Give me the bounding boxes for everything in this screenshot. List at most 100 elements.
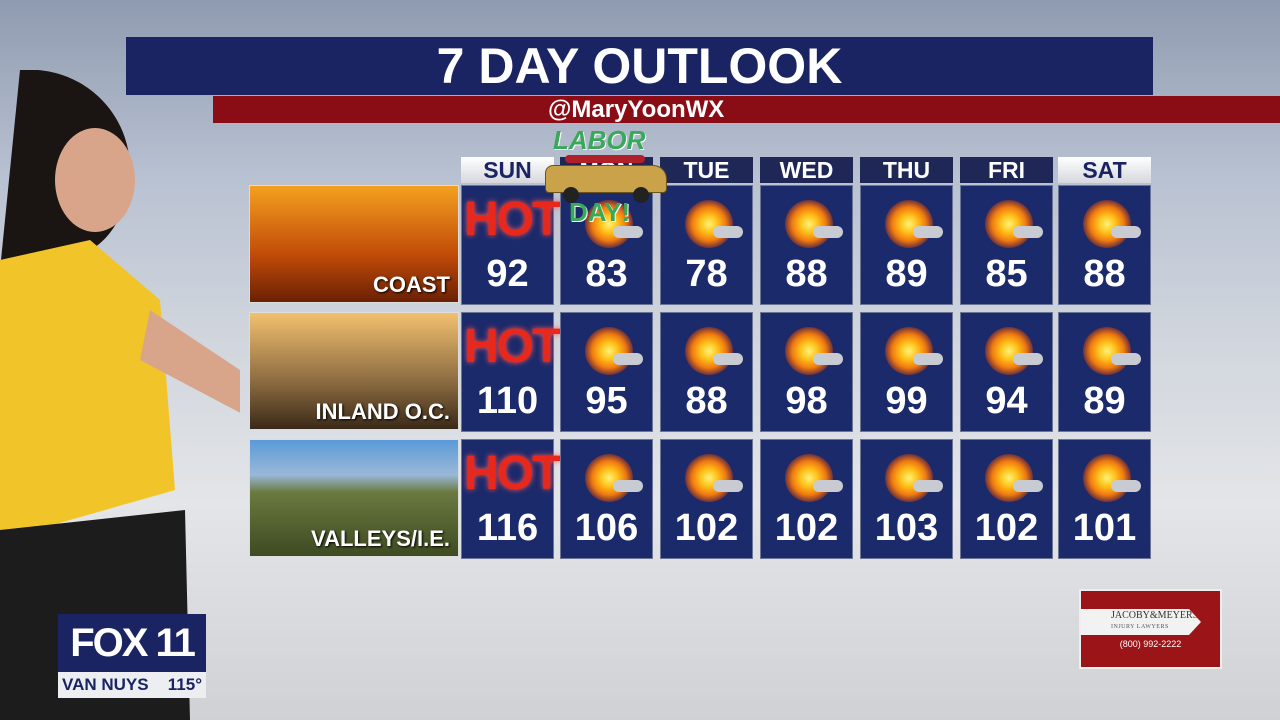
forecast-cell: 102: [960, 439, 1053, 559]
cloud-icon: [613, 226, 643, 238]
labor-text: LABOR: [553, 125, 646, 155]
cloud-icon: [913, 226, 943, 238]
cloud-icon: [613, 480, 643, 492]
ad-brand: JACOBY&MEYERS: [1111, 610, 1199, 621]
temperature: 106: [574, 507, 639, 549]
forecast-cell: 102: [660, 439, 753, 559]
sponsor-ad: JACOBY&MEYERS INJURY LAWYERS (800) 992-2…: [1079, 589, 1222, 669]
sun-icon: [985, 327, 1033, 375]
forecast-cell: HOT 116: [461, 439, 561, 559]
ad-phone: (800) 992-2222: [1119, 639, 1182, 649]
forecast-cell: HOT 92: [461, 185, 561, 305]
forecast-cell: 95: [560, 312, 653, 432]
day-header-sun: SUN: [461, 157, 554, 183]
temperature: 102: [674, 507, 739, 549]
hot-icon: HOT: [464, 447, 561, 500]
cloud-icon: [713, 226, 743, 238]
sun-icon: [885, 200, 933, 248]
temperature: 89: [1083, 380, 1126, 422]
logo-text: FOX 11: [58, 614, 206, 672]
cloud-icon: [913, 353, 943, 365]
labor-day-overlay: LABOR DAY!: [545, 125, 667, 230]
sun-icon: [1083, 454, 1131, 502]
sun-icon: [685, 327, 733, 375]
canoe-icon: [565, 155, 645, 163]
sun-icon: [685, 200, 733, 248]
cloud-icon: [713, 353, 743, 365]
sun-icon: [985, 200, 1033, 248]
region-label: VALLEYS/I.E.: [311, 526, 450, 551]
temperature: 94: [985, 380, 1028, 422]
forecast-cell: 88: [1058, 185, 1151, 305]
cloud-icon: [813, 480, 843, 492]
sun-icon: [985, 454, 1033, 502]
cloud-icon: [1013, 353, 1043, 365]
cloud-icon: [813, 353, 843, 365]
cloud-icon: [1111, 226, 1141, 238]
sun-icon: [1083, 200, 1131, 248]
temperature: 103: [874, 507, 939, 549]
temperature: 95: [585, 380, 628, 422]
temperature: 101: [1072, 507, 1137, 549]
cloud-icon: [1013, 226, 1043, 238]
forecast-cell: HOT 110: [461, 312, 561, 432]
temperature: 83: [585, 253, 628, 295]
forecast-cell: 83: [560, 185, 653, 305]
forecast-cell: 106: [560, 439, 653, 559]
forecast-cell: 103: [860, 439, 953, 559]
temperature: 89: [885, 253, 928, 295]
region-image-coast: COAST: [249, 185, 459, 303]
twitter-handle: @MaryYoonWX: [213, 96, 1280, 123]
day-header-wed: WED: [760, 157, 853, 183]
ad-subtitle: INJURY LAWYERS: [1111, 624, 1169, 630]
sun-icon: [585, 200, 633, 248]
hot-icon: HOT: [464, 320, 561, 373]
cloud-icon: [1111, 480, 1141, 492]
cloud-icon: [1111, 353, 1141, 365]
forecast-cell: 98: [760, 312, 853, 432]
day-header-sat: SAT: [1058, 157, 1151, 183]
sun-icon: [785, 327, 833, 375]
hot-icon: HOT: [464, 193, 561, 246]
temperature: 92: [486, 253, 529, 295]
sun-icon: [785, 454, 833, 502]
cloud-icon: [1013, 480, 1043, 492]
region-image-inland-oc: INLAND O.C.: [249, 312, 459, 430]
sun-icon: [885, 454, 933, 502]
cloud-icon: [613, 353, 643, 365]
temperature: 88: [785, 253, 828, 295]
temperature: 99: [885, 380, 928, 422]
forecast-cell: 78: [660, 185, 753, 305]
region-label: INLAND O.C.: [315, 399, 450, 424]
temperature: 78: [685, 253, 728, 295]
forecast-cell: 85: [960, 185, 1053, 305]
temperature: 116: [476, 507, 539, 549]
day-header-tue: TUE: [660, 157, 753, 183]
region-image-valleys-ie: VALLEYS/I.E.: [249, 439, 459, 557]
forecast-cell: 101: [1058, 439, 1151, 559]
location-temp: 115°: [167, 675, 202, 694]
sun-icon: [585, 327, 633, 375]
cloud-icon: [713, 480, 743, 492]
forecast-cell: 89: [860, 185, 953, 305]
forecast-cell: 88: [660, 312, 753, 432]
temperature: 88: [1083, 253, 1126, 295]
forecast-cell: 94: [960, 312, 1053, 432]
temperature: 102: [974, 507, 1039, 549]
wheel-icon: [563, 187, 579, 203]
forecast-cell: 89: [1058, 312, 1151, 432]
cloud-icon: [913, 480, 943, 492]
temperature: 88: [685, 380, 728, 422]
fox11-logo: FOX 11 VAN NUYS 115°: [58, 614, 206, 698]
day-header-thu: THU: [860, 157, 953, 183]
sun-icon: [1083, 327, 1131, 375]
cloud-icon: [813, 226, 843, 238]
station-wagon-icon: [545, 165, 667, 193]
day-header-fri: FRI: [960, 157, 1053, 183]
forecast-cell: 99: [860, 312, 953, 432]
day-text: DAY!: [569, 197, 631, 227]
forecast-cell: 102: [760, 439, 853, 559]
sun-icon: [785, 200, 833, 248]
location-label: VAN NUYS: [62, 675, 149, 694]
sun-icon: [585, 454, 633, 502]
